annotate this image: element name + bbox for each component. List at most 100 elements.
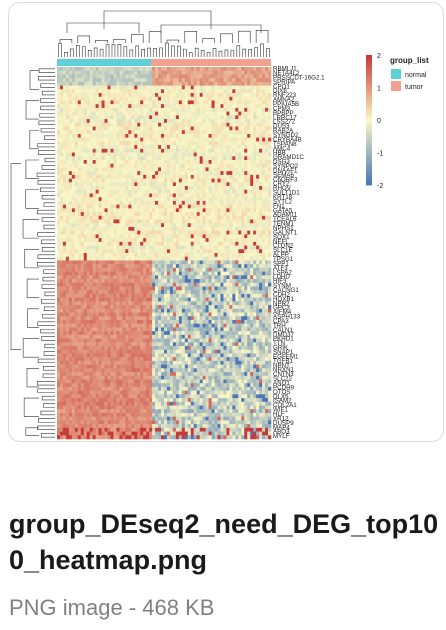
heatmap-cell xyxy=(68,208,73,213)
heatmap-cell xyxy=(184,148,189,153)
heatmap-cell xyxy=(101,152,105,157)
heatmap-cell xyxy=(86,189,90,194)
heatmap-cell xyxy=(184,93,189,98)
heatmap-cell xyxy=(190,301,195,306)
heatmap-cell xyxy=(113,260,117,265)
heatmap-cell xyxy=(268,223,272,228)
heatmap-cell xyxy=(196,70,200,75)
heatmap-cell xyxy=(256,130,260,135)
heatmap-cell xyxy=(169,204,174,209)
heatmap-cell xyxy=(232,156,236,161)
heatmap-cell xyxy=(262,178,266,183)
heatmap-cell xyxy=(143,271,147,276)
heatmap-cell xyxy=(208,160,212,165)
heatmap-cell xyxy=(229,122,233,127)
heatmap-cell xyxy=(149,96,153,101)
heatmap-cell xyxy=(172,286,177,291)
heatmap-cell xyxy=(244,256,248,261)
heatmap-cell xyxy=(95,305,99,310)
heatmap-cell xyxy=(140,152,144,157)
heatmap-cell xyxy=(256,107,260,112)
heatmap-cell xyxy=(125,234,129,239)
heatmap-cell xyxy=(229,186,233,191)
heatmap-cell xyxy=(110,271,114,276)
heatmap-cell xyxy=(169,193,174,198)
heatmap-cell xyxy=(62,297,67,302)
heatmap-cell xyxy=(83,171,88,176)
heatmap-cell xyxy=(193,234,197,239)
heatmap-cell xyxy=(199,279,203,284)
heatmap-cell xyxy=(104,111,108,116)
heatmap-cell xyxy=(95,245,99,250)
heatmap-cell xyxy=(95,212,99,217)
heatmap-cell xyxy=(241,93,245,98)
heatmap-cell xyxy=(256,238,260,243)
heatmap-cell xyxy=(59,186,64,191)
heatmap-cell xyxy=(205,230,209,235)
heatmap-cell xyxy=(169,234,174,239)
heatmap-cell xyxy=(98,67,102,72)
heatmap-cell xyxy=(143,182,147,187)
heatmap-cell xyxy=(98,204,102,209)
heatmap-cell xyxy=(77,193,82,198)
heatmap-cell xyxy=(116,186,120,191)
heatmap-cell xyxy=(232,178,236,183)
file-preview-card[interactable]: RBMLJ1 NETA4L2 PRSSCDT-16G2.1 SPRIPA CPO1 DIX… xyxy=(8,2,444,442)
heatmap-cell xyxy=(229,100,233,105)
heatmap-cell xyxy=(110,312,114,317)
heatmap-cell xyxy=(235,279,239,284)
heatmap-cell xyxy=(77,171,82,176)
heatmap-cell xyxy=(241,256,245,261)
heatmap-cell xyxy=(256,189,260,194)
heatmap-cell xyxy=(214,189,218,194)
heatmap-cell xyxy=(149,174,153,179)
heatmap-cell xyxy=(268,249,272,254)
heatmap-cell xyxy=(57,245,61,250)
heatmap-cell xyxy=(110,111,114,116)
heatmap-cell xyxy=(232,189,236,194)
heatmap-cell xyxy=(187,104,192,109)
heatmap-cell xyxy=(247,104,251,109)
heatmap-cell xyxy=(226,148,230,153)
heatmap-cell xyxy=(223,174,227,179)
heatmap-cell xyxy=(208,193,212,198)
heatmap-cell xyxy=(77,133,82,138)
heatmap-cell xyxy=(65,104,70,109)
heatmap-cell xyxy=(232,115,236,120)
heatmap-cell xyxy=(62,89,67,94)
heatmap-cell xyxy=(226,67,230,72)
heatmap-cell xyxy=(95,67,99,72)
heatmap-cell xyxy=(110,119,114,124)
heatmap-cell xyxy=(169,160,174,165)
heatmap-cell xyxy=(128,130,132,135)
heatmap-cell xyxy=(178,81,183,86)
heatmap-cell xyxy=(190,223,195,228)
heatmap-cell xyxy=(158,160,162,165)
heatmap-cell xyxy=(119,312,123,317)
heatmap-cell xyxy=(256,78,260,83)
heatmap-cell xyxy=(259,119,263,124)
heatmap-cell xyxy=(110,122,114,127)
heatmap-cell xyxy=(181,316,186,321)
heatmap-cell xyxy=(175,163,180,168)
heatmap-cell xyxy=(83,301,88,306)
heatmap-cell xyxy=(256,148,260,153)
heatmap-cell xyxy=(98,104,102,109)
heatmap-cell xyxy=(74,219,79,224)
heatmap-cell xyxy=(184,308,189,313)
heatmap-cell xyxy=(125,89,129,94)
heatmap-cell xyxy=(104,293,108,298)
heatmap-cell xyxy=(253,230,257,235)
heatmap-cell xyxy=(68,163,73,168)
heatmap-cell xyxy=(80,293,85,298)
heatmap-cell xyxy=(229,193,233,198)
heatmap-cell xyxy=(101,189,105,194)
heatmap-cell xyxy=(116,200,120,205)
heatmap-cell xyxy=(172,167,177,172)
heatmap-cell xyxy=(172,208,177,213)
heatmap-cell xyxy=(158,197,162,202)
heatmap-cell xyxy=(259,152,263,157)
heatmap-cell xyxy=(235,215,239,220)
heatmap-cell xyxy=(262,81,266,86)
heatmap-cell xyxy=(190,297,195,302)
